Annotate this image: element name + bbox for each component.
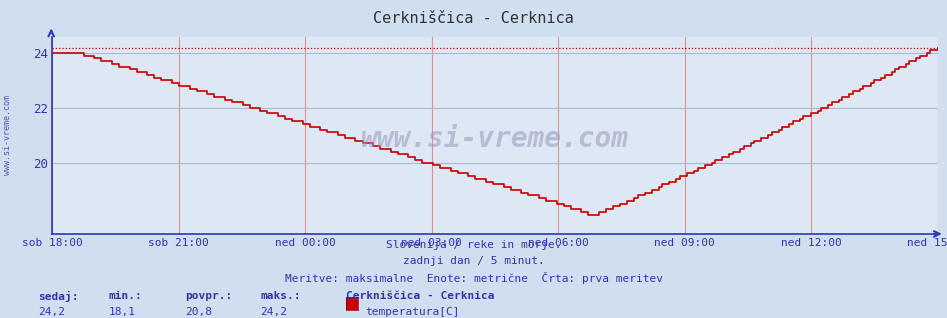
- Text: Cerkniščica - Cerknica: Cerkniščica - Cerknica: [346, 291, 494, 301]
- Text: sedaj:: sedaj:: [38, 291, 79, 302]
- Text: 20,8: 20,8: [185, 307, 212, 317]
- Text: min.:: min.:: [109, 291, 143, 301]
- Text: www.si-vreme.com: www.si-vreme.com: [361, 125, 629, 153]
- Text: 18,1: 18,1: [109, 307, 136, 317]
- Text: Cerkniščica - Cerknica: Cerkniščica - Cerknica: [373, 11, 574, 26]
- Text: maks.:: maks.:: [260, 291, 301, 301]
- Text: Slovenija / reke in morje.: Slovenija / reke in morje.: [385, 240, 562, 250]
- Text: 24,2: 24,2: [38, 307, 65, 317]
- Text: www.si-vreme.com: www.si-vreme.com: [3, 95, 12, 175]
- Text: temperatura[C]: temperatura[C]: [366, 307, 460, 317]
- Text: povpr.:: povpr.:: [185, 291, 232, 301]
- Text: 24,2: 24,2: [260, 307, 288, 317]
- Text: Meritve: maksimalne  Enote: metrične  Črta: prva meritev: Meritve: maksimalne Enote: metrične Črta…: [284, 272, 663, 284]
- Text: zadnji dan / 5 minut.: zadnji dan / 5 minut.: [402, 256, 545, 266]
